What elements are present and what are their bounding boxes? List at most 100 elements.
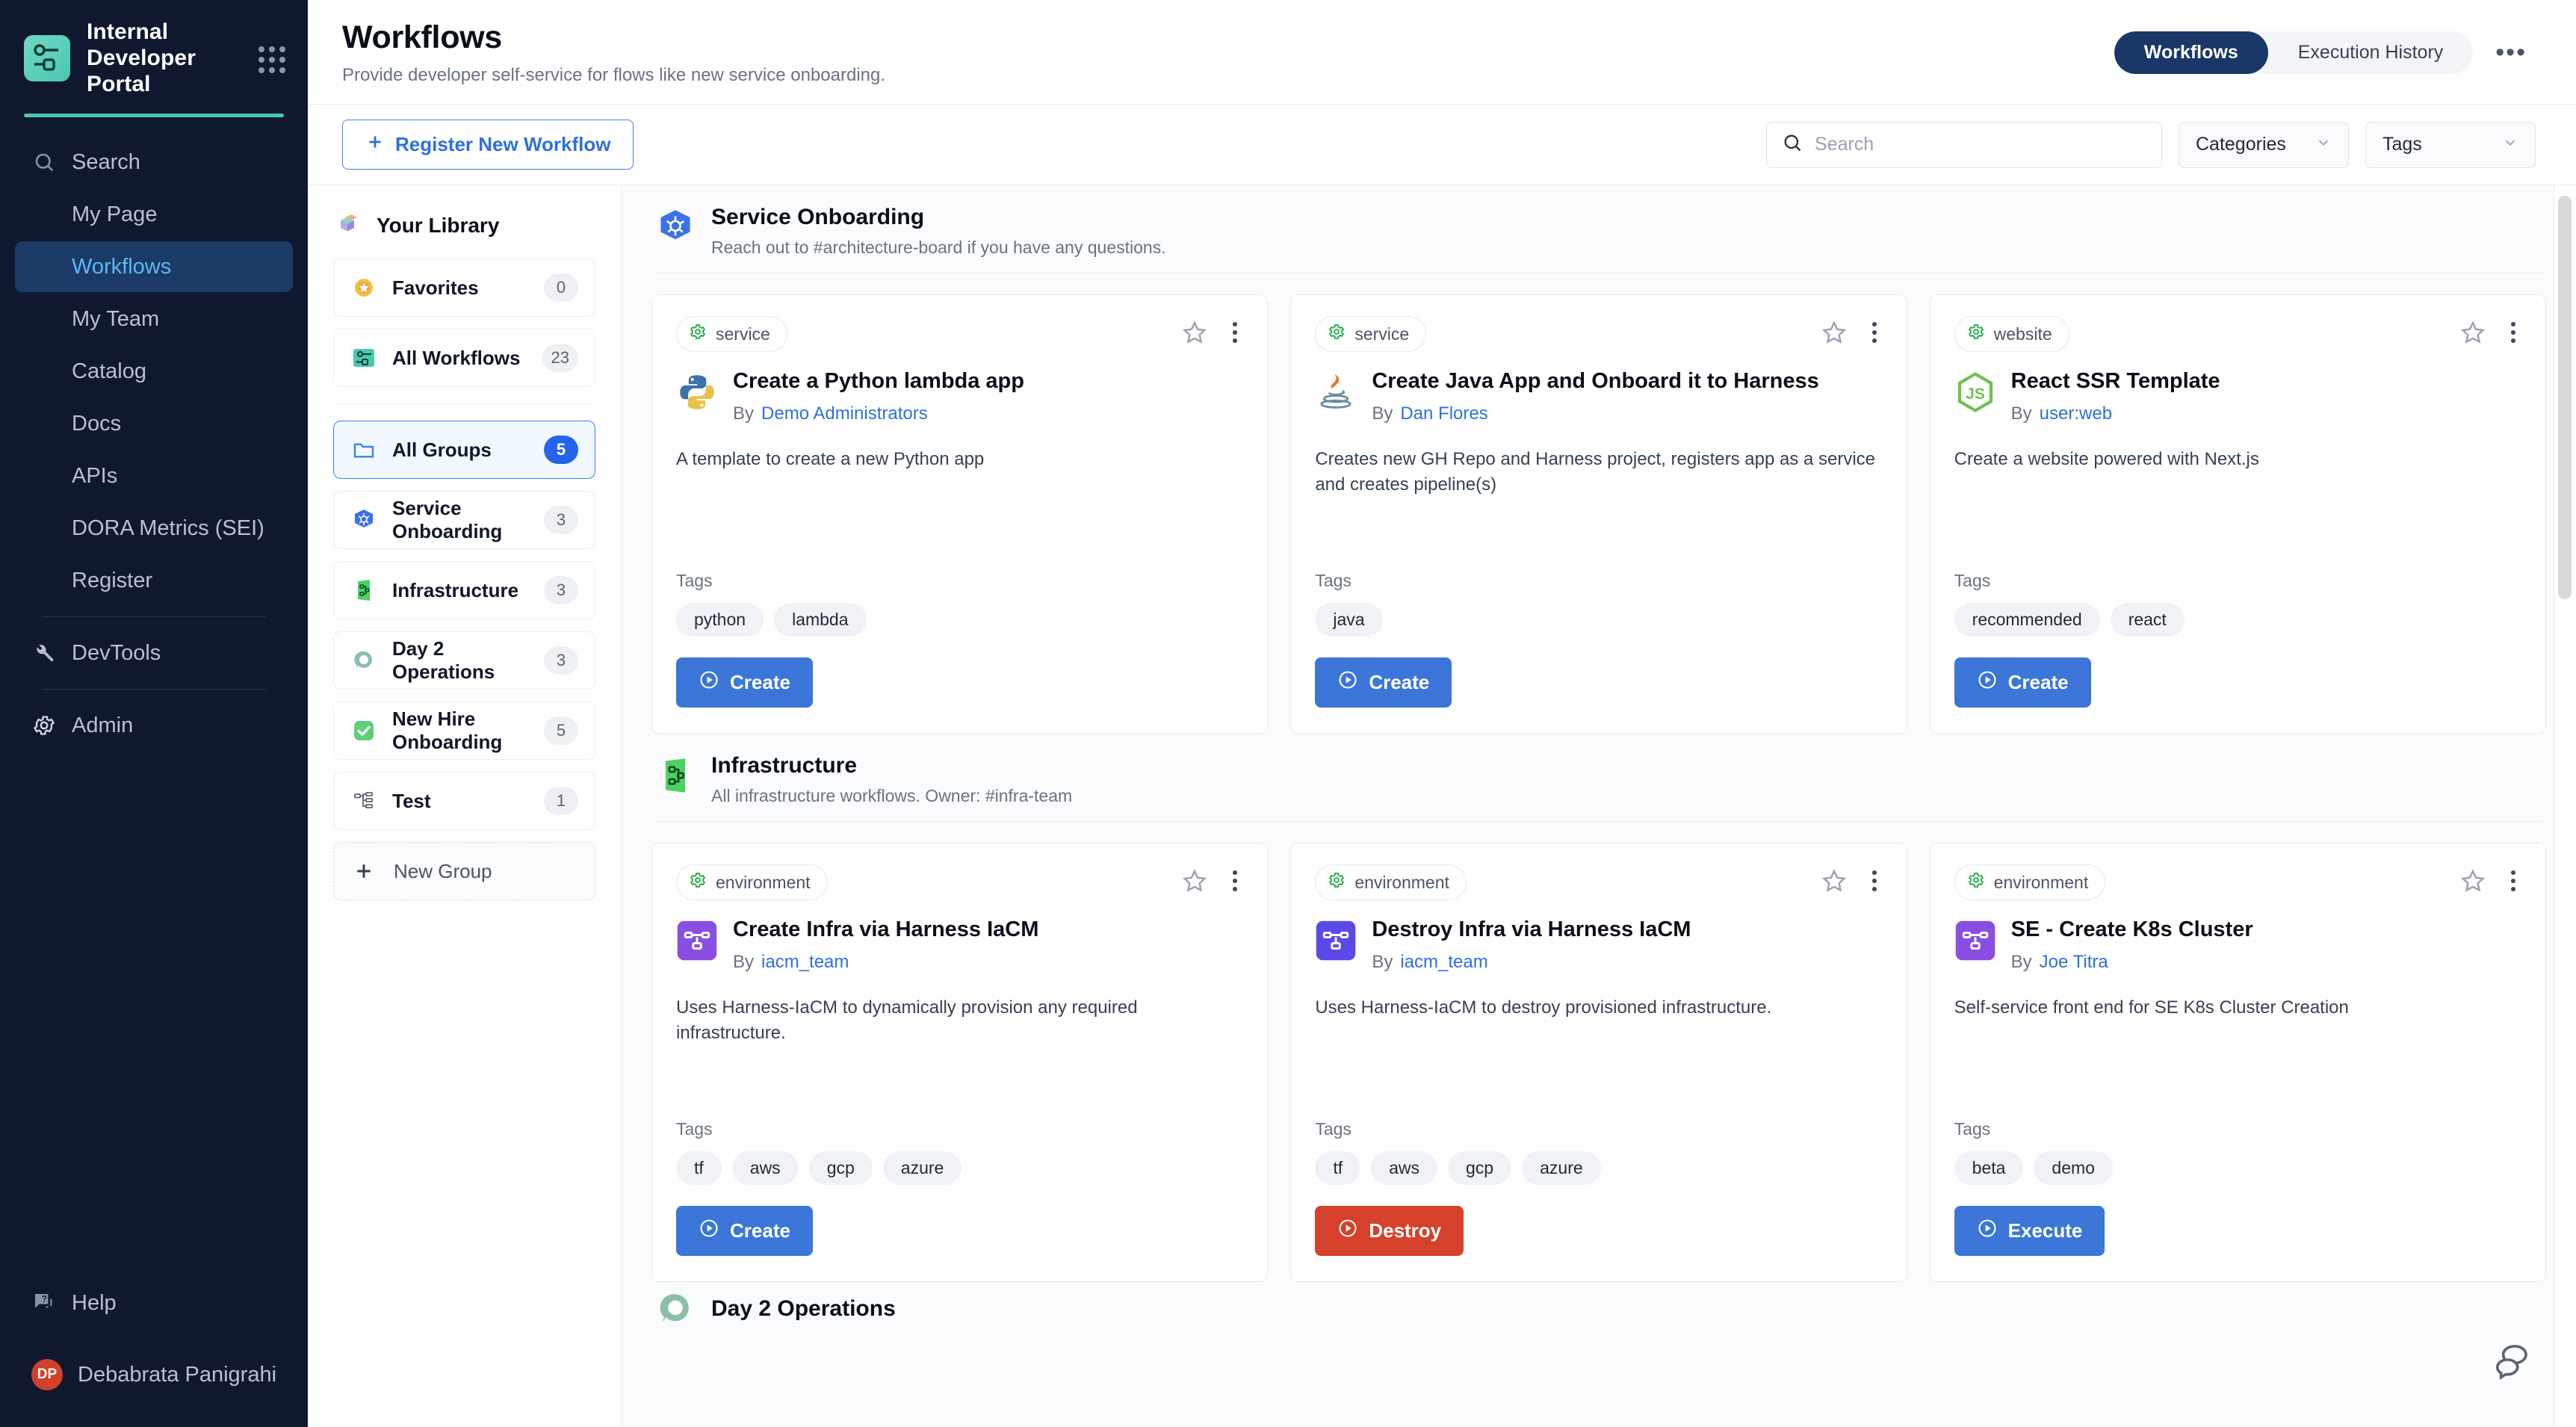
sidebar-item-devtools[interactable]: DevTools xyxy=(15,628,293,678)
tags-filter[interactable]: Tags xyxy=(2365,121,2536,168)
library-group-test[interactable]: Test 1 xyxy=(333,772,595,830)
card-author-link[interactable]: Dan Flores xyxy=(1400,403,1488,424)
kebab-menu-icon[interactable] xyxy=(1866,867,1883,894)
tag[interactable]: java xyxy=(1315,603,1383,637)
card-top: service xyxy=(1315,316,1882,352)
scrollbar-thumb[interactable] xyxy=(2558,196,2572,599)
library-group-all-groups[interactable]: All Groups 5 xyxy=(333,421,595,479)
kebab-menu-icon[interactable] xyxy=(1227,319,1243,346)
tag[interactable]: tf xyxy=(676,1151,722,1185)
toolbar: Register New Workflow Categories xyxy=(308,105,2576,185)
apps-grid-icon[interactable] xyxy=(254,42,287,75)
register-new-workflow-button[interactable]: Register New Workflow xyxy=(342,120,634,170)
tag[interactable]: azure xyxy=(882,1151,962,1185)
library-group-new-hire-onboarding[interactable]: New Hire Onboarding 5 xyxy=(333,702,595,760)
sidebar-item-label: APIs xyxy=(72,463,118,488)
kebab-menu-icon[interactable] xyxy=(1227,867,1243,894)
tag[interactable]: tf xyxy=(1315,1151,1361,1185)
workflow-card[interactable]: environment xyxy=(651,843,1269,1282)
card-type-label: environment xyxy=(716,872,811,892)
card-author-link[interactable]: iacm_team xyxy=(1400,951,1488,972)
page-header: Workflows Provide developer self-service… xyxy=(308,0,2576,105)
library-group-service-onboarding[interactable]: Service Onboarding 3 xyxy=(333,491,595,549)
workflow-card[interactable]: website xyxy=(1929,294,2546,734)
kebab-menu-icon[interactable] xyxy=(2505,867,2521,894)
nodejs-icon: JS xyxy=(1954,371,1996,413)
sidebar-item-my-page[interactable]: My Page xyxy=(15,189,293,240)
card-actions xyxy=(1182,316,1243,346)
star-outline-icon[interactable] xyxy=(1182,320,1207,345)
sidebar-item-admin[interactable]: Admin xyxy=(15,700,293,751)
sidebar-item-workflows[interactable]: Workflows xyxy=(15,241,293,293)
workflow-card[interactable]: service xyxy=(651,294,1269,734)
tag[interactable]: demo xyxy=(2034,1151,2113,1185)
execute-button[interactable]: Execute xyxy=(1954,1206,2105,1256)
tag[interactable]: aws xyxy=(731,1151,799,1185)
new-group-button[interactable]: New Group xyxy=(333,842,595,900)
create-button[interactable]: Create xyxy=(1954,657,2091,708)
sidebar-item-apis[interactable]: APIs xyxy=(15,451,293,501)
blank-icon xyxy=(31,463,57,489)
star-outline-icon[interactable] xyxy=(1821,868,1847,894)
tag[interactable]: lambda xyxy=(774,603,867,637)
tag[interactable]: python xyxy=(676,603,764,637)
sidebar-item-label: Register xyxy=(72,568,152,592)
tag[interactable]: gcp xyxy=(808,1151,873,1185)
card-author-link[interactable]: iacm_team xyxy=(761,951,849,972)
sidebar-item-my-team[interactable]: My Team xyxy=(15,294,293,344)
create-button[interactable]: Create xyxy=(1315,657,1452,708)
kebab-menu-icon[interactable] xyxy=(2505,319,2521,346)
library-group-day-2-operations[interactable]: Day 2 Operations 3 xyxy=(333,631,595,690)
create-button[interactable]: Create xyxy=(676,1206,813,1256)
sidebar-item-catalog[interactable]: Catalog xyxy=(15,346,293,397)
card-author-link[interactable]: Demo Administrators xyxy=(761,403,928,424)
star-outline-icon[interactable] xyxy=(1821,320,1847,345)
chevron-down-icon xyxy=(2502,134,2518,155)
star-outline-icon[interactable] xyxy=(1182,868,1207,894)
tag[interactable]: recommended xyxy=(1954,603,2100,637)
library-item-all-workflows[interactable]: All Workflows 23 xyxy=(333,329,595,387)
tab-workflows[interactable]: Workflows xyxy=(2114,31,2268,74)
status-badge: environment xyxy=(676,864,828,900)
sidebar-user[interactable]: DP Debabrata Panigrahi xyxy=(15,1349,293,1400)
star-outline-icon[interactable] xyxy=(2460,320,2486,345)
workflow-card[interactable]: service xyxy=(1290,294,1907,734)
tab-execution-history[interactable]: Execution History xyxy=(2297,42,2444,63)
sidebar-item-register[interactable]: Register xyxy=(15,555,293,606)
sidebar-item-help[interactable]: ? Help xyxy=(15,1278,293,1328)
sidebar-item-search[interactable]: Search xyxy=(15,137,293,188)
tag[interactable]: beta xyxy=(1954,1151,2024,1185)
infra-green-icon xyxy=(350,577,377,604)
blank-icon xyxy=(31,359,57,384)
scrollbar-track[interactable] xyxy=(2554,185,2576,1427)
workflow-card[interactable]: environment xyxy=(1290,843,1907,1282)
sidebar-item-dora-metrics[interactable]: DORA Metrics (SEI) xyxy=(15,503,293,554)
card-spacer xyxy=(676,1046,1243,1119)
search-box[interactable] xyxy=(1766,121,2162,168)
tag[interactable]: aws xyxy=(1371,1151,1438,1185)
card-author-link[interactable]: Joe Titra xyxy=(2039,951,2108,972)
workflow-card[interactable]: environment xyxy=(1929,843,2546,1282)
destroy-button[interactable]: Destroy xyxy=(1315,1206,1464,1256)
card-author: By user:web xyxy=(2011,403,2220,424)
card-main: JS React SSR Template By user:web xyxy=(1954,368,2521,424)
search-input[interactable] xyxy=(1815,134,2146,155)
card-author-link[interactable]: user:web xyxy=(2039,403,2113,424)
categories-filter[interactable]: Categories xyxy=(2179,121,2349,168)
sidebar-item-docs[interactable]: Docs xyxy=(15,398,293,449)
card-title: React SSR Template xyxy=(2010,369,2220,393)
tag[interactable]: react xyxy=(2110,603,2185,637)
tag[interactable]: azure xyxy=(1522,1151,1601,1185)
star-outline-icon[interactable] xyxy=(2460,868,2486,894)
create-button[interactable]: Create xyxy=(676,657,813,708)
more-options-icon[interactable]: ••• xyxy=(2495,38,2527,67)
tag[interactable]: gcp xyxy=(1448,1151,1512,1185)
card-by-label: By xyxy=(1372,951,1393,972)
chat-bubbles-icon[interactable] xyxy=(2492,1340,2533,1381)
library-group-infrastructure[interactable]: Infrastructure 3 xyxy=(333,561,595,619)
library-item-favorites[interactable]: Favorites 0 xyxy=(333,259,595,317)
card-by-label: By xyxy=(733,951,755,972)
group-title: Day 2 Operations xyxy=(711,1296,896,1321)
kebab-menu-icon[interactable] xyxy=(1866,319,1883,346)
sidebar-brand-title: Internal Developer Portal xyxy=(87,19,196,96)
